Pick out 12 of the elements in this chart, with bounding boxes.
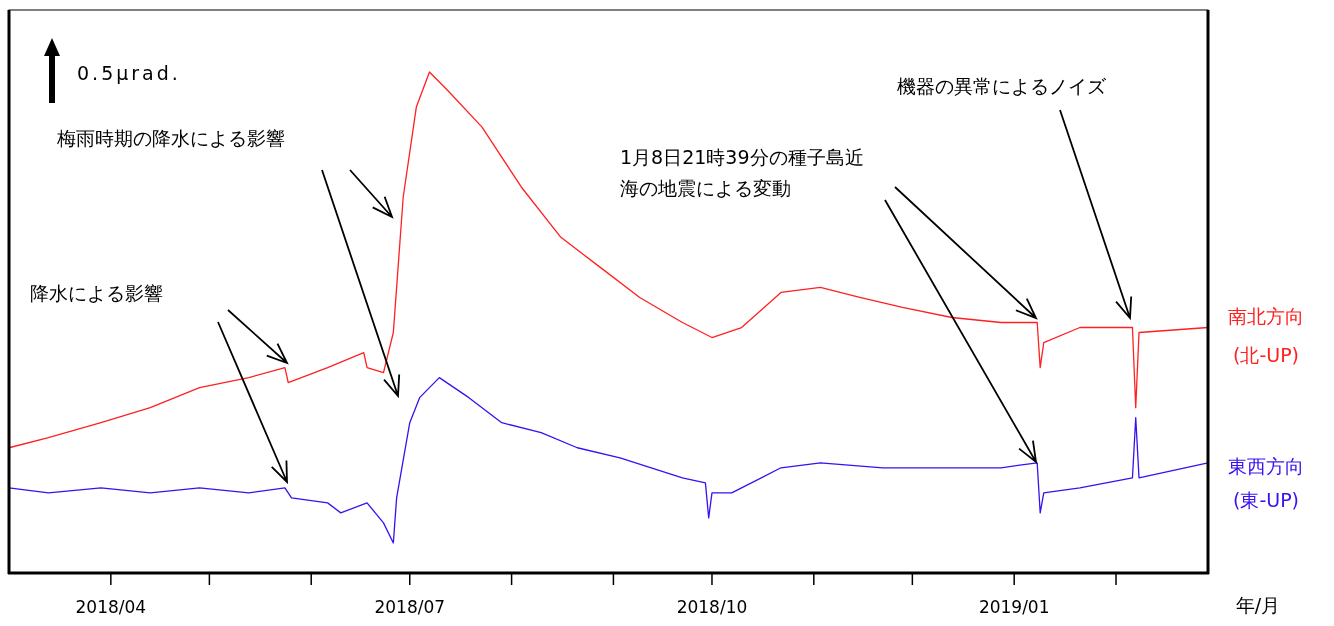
x-tick-label: 2018/10 [676,597,748,617]
annotation: 梅雨時期の降水による影響 [56,127,285,149]
series-label: 南北方向 (北-UP) [1228,305,1304,366]
annotation: 0.5μrad. [77,62,181,84]
series-label: 東西方向 (東-UP) [1228,455,1304,511]
x-tick-label: 2019/01 [978,597,1050,617]
x-tick-label: 2018/07 [374,597,446,617]
annotation: 降水による影響 [30,282,163,304]
annotation: 1月8日21時39分の種子島近海の地震による変動 [620,146,864,199]
annotation: 機器の異常によるノイズ [897,75,1107,97]
x-axis-title: 年/月 [1235,594,1281,616]
x-tick-label: 2018/04 [75,597,147,617]
